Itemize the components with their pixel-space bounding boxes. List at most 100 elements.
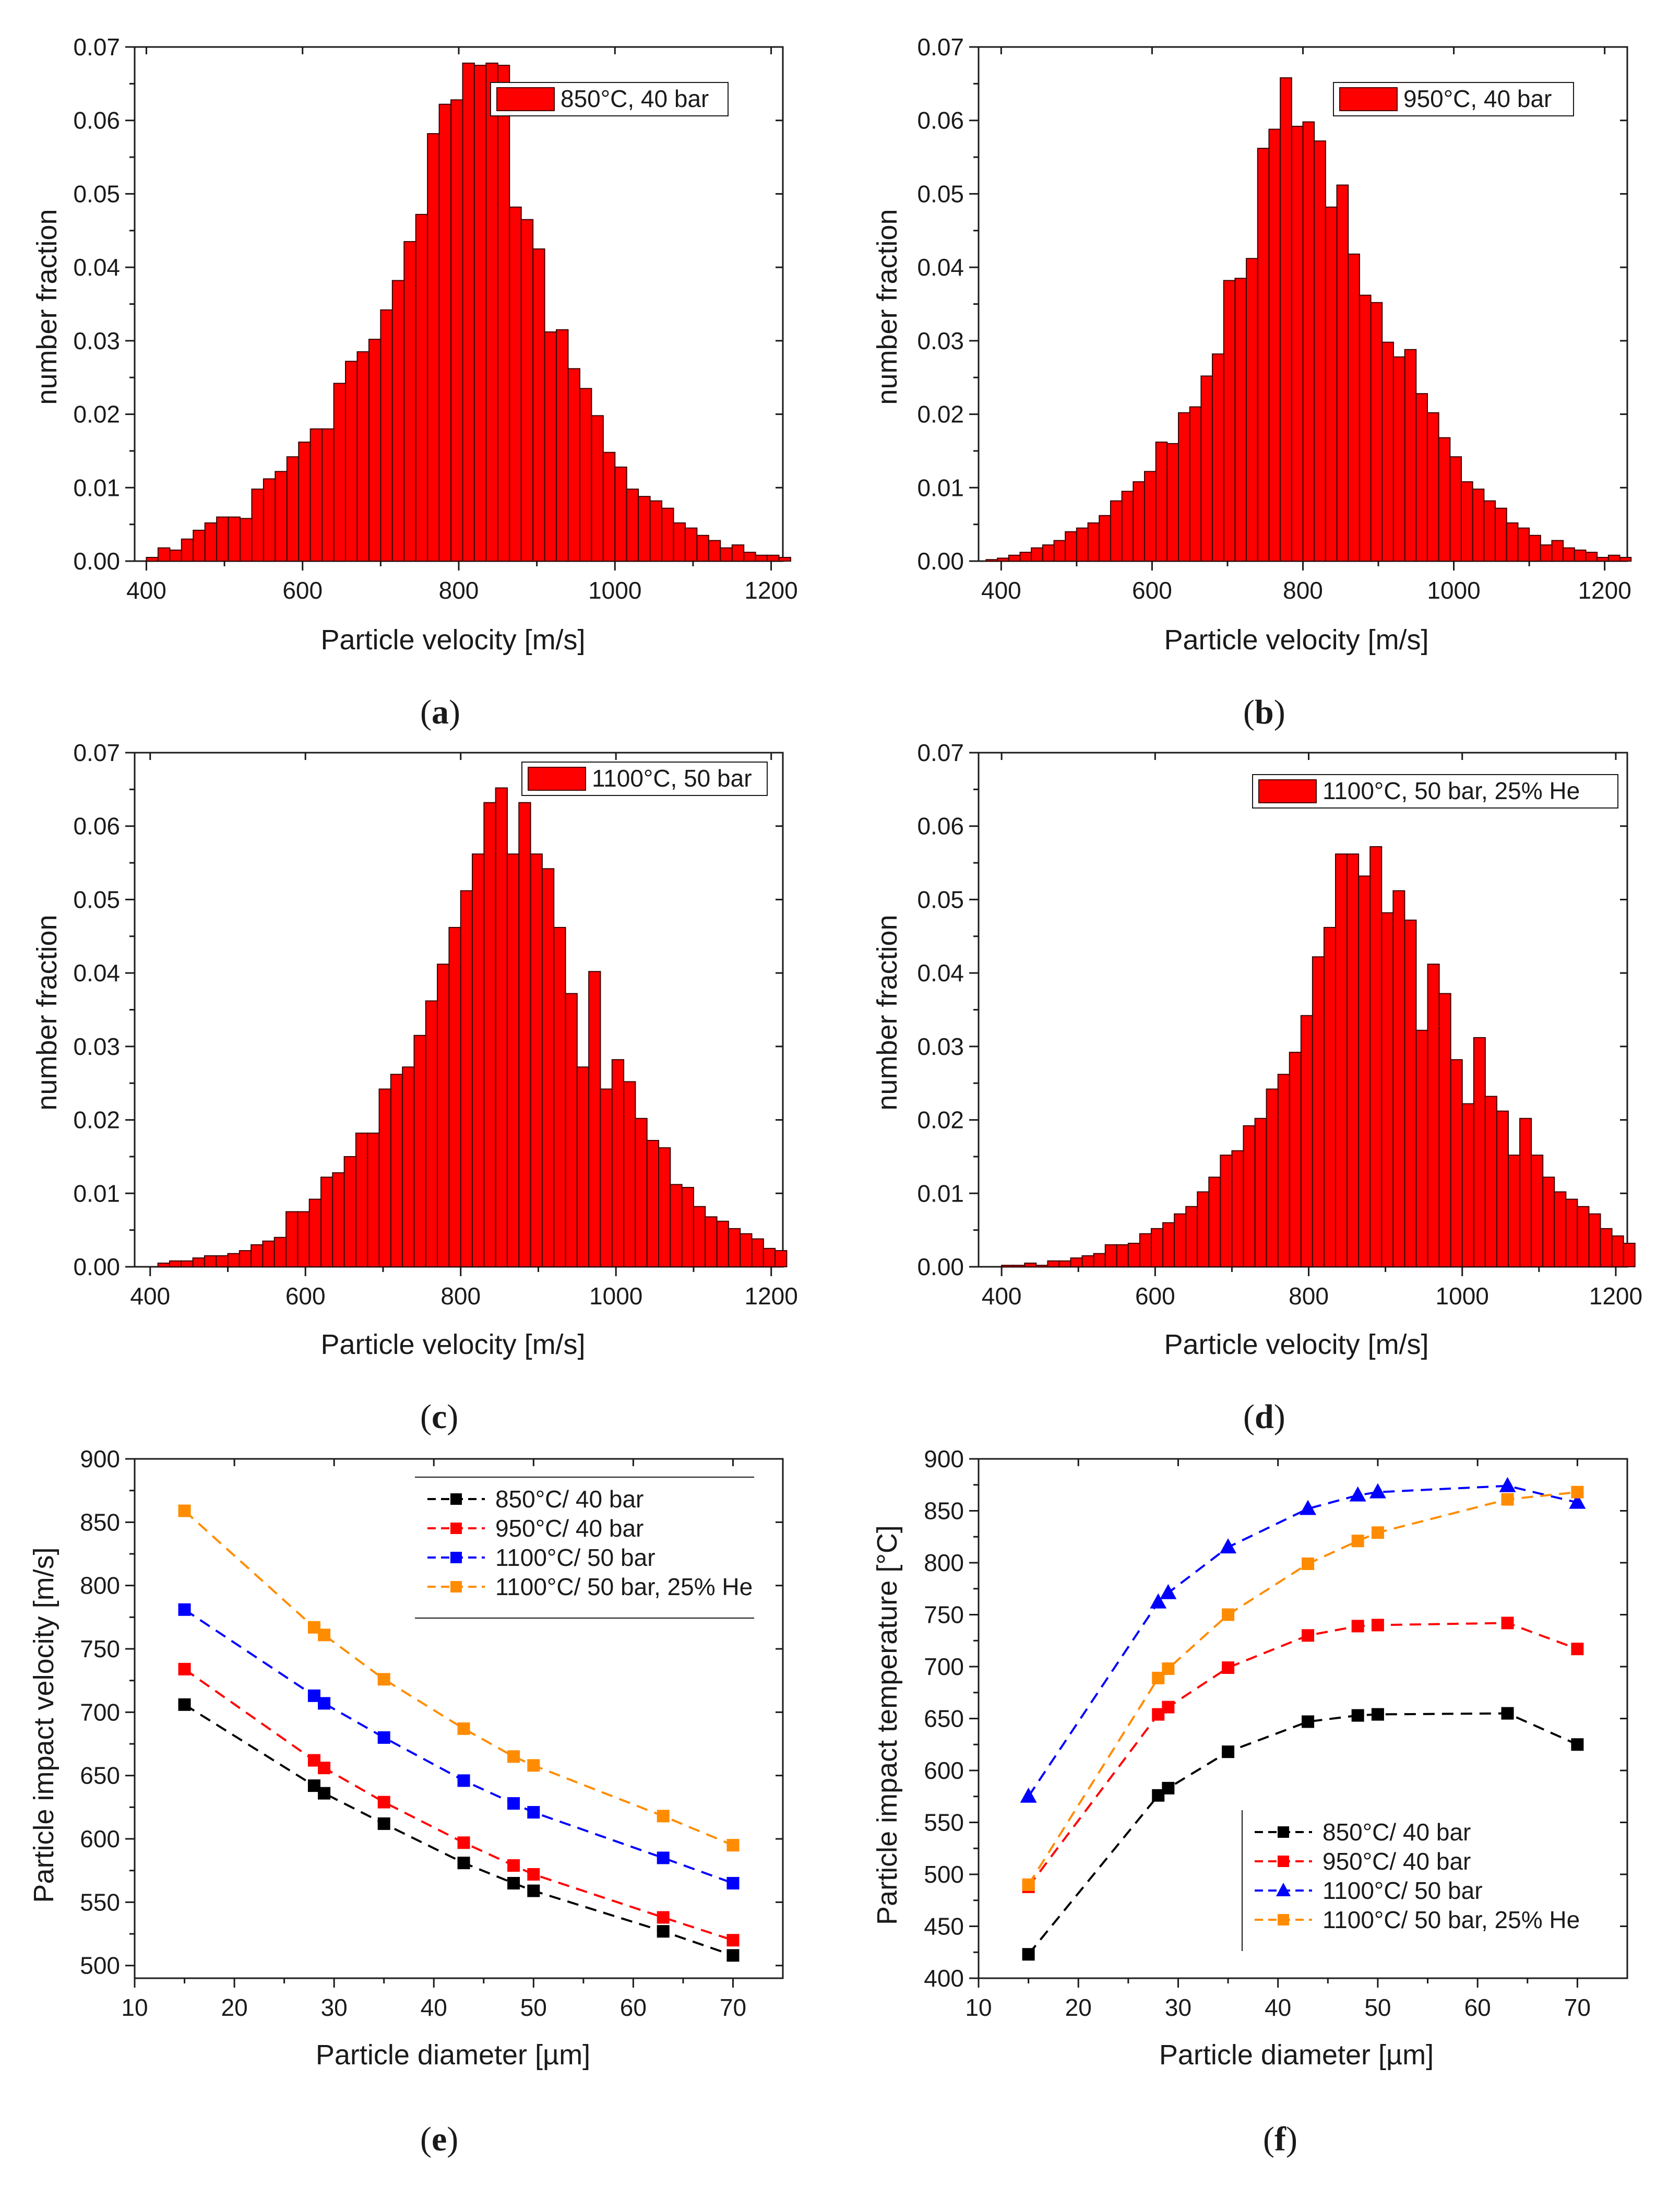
panel-label: (c) <box>420 1398 458 1436</box>
legend-label: 950°C, 40 bar <box>1403 85 1552 112</box>
histogram-bar <box>1381 912 1394 1268</box>
legend-marker <box>450 1552 462 1563</box>
histogram-bar <box>1551 540 1564 562</box>
histogram-bar <box>228 516 241 562</box>
histogram-bar <box>658 1147 671 1268</box>
histogram-bar <box>751 1238 764 1267</box>
histogram-bar <box>1426 412 1439 562</box>
series-4 <box>178 1504 740 1852</box>
histogram-bar <box>778 556 791 562</box>
histogram-bar <box>1246 258 1258 562</box>
y-tick-label: 0.03 <box>73 327 120 354</box>
legend: 950°C, 40 bar <box>1333 82 1574 116</box>
histogram-bar <box>1577 1206 1590 1267</box>
y-tick-label: 0.03 <box>73 1033 120 1060</box>
legend-marker <box>1276 1883 1291 1896</box>
histogram-bar <box>576 1066 590 1268</box>
data-point <box>1222 1745 1235 1758</box>
histogram-bar <box>681 1187 694 1267</box>
y-tick-label: 900 <box>80 1445 120 1472</box>
x-axis-label: Particle velocity [m/s] <box>320 1329 585 1360</box>
histogram-bar <box>1314 140 1326 562</box>
y-tick-label: 0.01 <box>73 474 120 501</box>
data-point <box>1162 1781 1175 1794</box>
histogram-bar <box>567 368 580 562</box>
x-tick-label: 1200 <box>744 577 797 604</box>
data-point <box>1162 1662 1175 1675</box>
legend-marker <box>450 1523 462 1534</box>
histogram-bar <box>391 280 405 562</box>
legend-marker <box>1278 1914 1289 1925</box>
histogram-bar <box>1449 456 1462 562</box>
x-tick-label: 600 <box>285 1282 326 1310</box>
histogram-bar <box>216 516 229 562</box>
data-point <box>1501 1707 1514 1720</box>
x-tick-label: 30 <box>321 1994 348 2021</box>
histogram-bar <box>541 868 555 1268</box>
legend-marker <box>450 1581 462 1592</box>
histogram-bar <box>1024 1262 1037 1268</box>
chart-panel-c: 0.00 0.01 0.02 0.03 0.04 0.05 0.06 0.07 400 600 80… <box>31 739 798 1436</box>
legend-marker <box>1278 1826 1289 1838</box>
histogram-bar <box>485 62 498 562</box>
y-tick-label: 900 <box>924 1445 964 1472</box>
x-tick-label: 400 <box>130 1282 170 1310</box>
histogram-bar <box>1370 302 1383 562</box>
y-tick-label: 500 <box>924 1861 964 1888</box>
data-point <box>726 1876 740 1889</box>
histogram-bar <box>193 529 206 562</box>
histogram-bar <box>506 853 520 1267</box>
data-point <box>1501 1617 1514 1630</box>
histogram-bar <box>1223 280 1236 562</box>
histogram-bar <box>473 65 487 562</box>
histogram-bar <box>1300 1015 1313 1268</box>
histogram-bar <box>705 1216 718 1267</box>
histogram-bar <box>520 219 534 562</box>
histogram-bar <box>239 1250 252 1268</box>
histogram-bar <box>1588 1213 1601 1268</box>
histogram-bar <box>1243 1125 1256 1268</box>
histogram-bar <box>1392 890 1405 1267</box>
data-point <box>318 1787 331 1800</box>
legend-marker <box>1278 1856 1289 1867</box>
data-point <box>1571 1738 1584 1751</box>
histogram-bar <box>1495 507 1507 562</box>
histogram-bar <box>181 538 194 562</box>
histogram-bar <box>448 926 461 1267</box>
histogram-bars <box>157 787 788 1268</box>
histogram-bar <box>591 415 604 562</box>
y-tick-label: 400 <box>924 1965 964 1992</box>
series-3 <box>1020 1477 1586 1803</box>
data-point <box>1300 1500 1317 1515</box>
histogram-bar <box>1220 1155 1233 1267</box>
y-tick-label: 700 <box>924 1653 964 1680</box>
y-tick-label: 600 <box>924 1757 964 1784</box>
histogram-bar <box>1277 1074 1290 1268</box>
histogram-bar <box>1302 121 1315 562</box>
histogram-bar <box>1291 125 1304 562</box>
y-tick-label: 0.04 <box>73 959 120 986</box>
data-point <box>1499 1477 1516 1492</box>
x-axis-label: Particle velocity [m/s] <box>320 624 585 656</box>
y-tick-label: 450 <box>924 1913 964 1940</box>
data-point <box>178 1603 191 1616</box>
y-tick-label: 0.04 <box>73 254 120 281</box>
data-point <box>457 1774 470 1787</box>
histogram-bar <box>1008 554 1021 562</box>
x-tick-label: 1000 <box>1436 1282 1489 1310</box>
legend-label: 1100°C/ 50 bar, 25% He <box>495 1573 753 1600</box>
histogram-bar <box>693 1206 706 1267</box>
histogram-bar <box>204 522 218 562</box>
histogram-bar <box>169 549 182 562</box>
histogram-bar <box>181 1260 194 1268</box>
histogram-bar <box>1012 1265 1026 1268</box>
histogram-bar <box>462 62 475 562</box>
histogram-bar <box>1289 1052 1302 1267</box>
data-point <box>1371 1619 1384 1632</box>
histogram-bar <box>649 500 663 562</box>
y-axis-label: Particle impact velocity [m/s] <box>28 1547 59 1903</box>
histogram-bar <box>1531 1155 1544 1267</box>
series-4 <box>1022 1485 1584 1891</box>
histogram-bar <box>565 993 578 1267</box>
